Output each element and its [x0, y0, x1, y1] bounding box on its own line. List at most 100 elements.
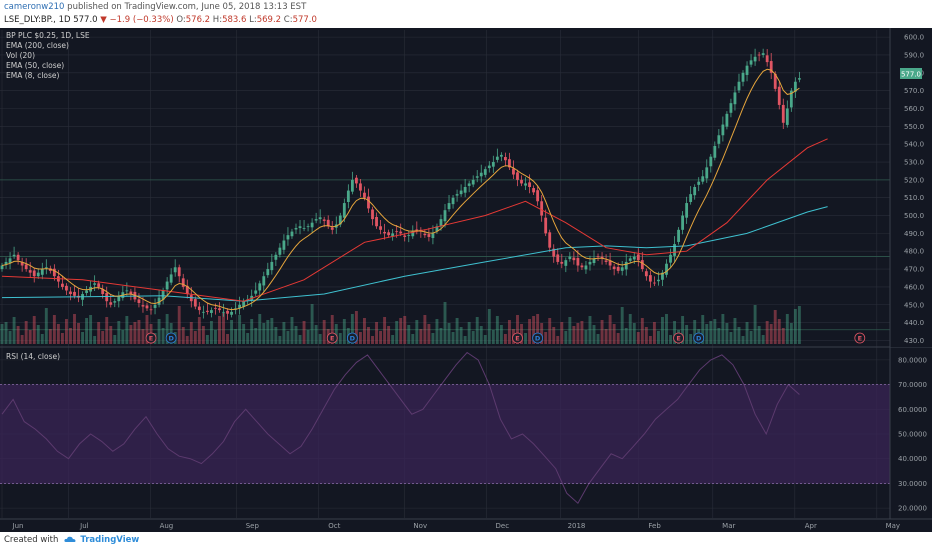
- legend-ema200[interactable]: EMA (200, close): [6, 41, 69, 50]
- volume-bar: [302, 321, 306, 344]
- candle-body: [701, 176, 705, 182]
- volume-bar: [532, 316, 536, 344]
- volume-bar: [338, 333, 342, 344]
- volume-bar: [266, 320, 270, 344]
- candle-body: [705, 167, 709, 179]
- legend-instrument[interactable]: BP PLC $0.25, 1D, LSE: [6, 31, 90, 40]
- volume-bar: [439, 328, 443, 344]
- earnings-marker: [326, 332, 338, 344]
- tradingview-link[interactable]: TradingView: [80, 535, 140, 545]
- volume-bar: [789, 323, 793, 344]
- time-tick-label: Aug: [160, 522, 174, 530]
- event-label: E: [149, 334, 153, 342]
- candle-body: [516, 172, 519, 180]
- candle-body: [326, 219, 330, 227]
- rsi-tick-label: 40.0000: [898, 455, 927, 463]
- volume-bar: [681, 316, 685, 344]
- candle-body: [8, 258, 12, 264]
- candle-body: [677, 229, 680, 242]
- volume-bar: [358, 332, 362, 344]
- candle-body: [528, 182, 531, 187]
- dividend-marker: [346, 332, 358, 344]
- candle-body: [105, 292, 109, 302]
- symbol[interactable]: LSE_DLY:BP., 1D: [4, 15, 71, 25]
- volume-bar: [693, 320, 697, 344]
- footer: Created with TradingView: [0, 532, 932, 550]
- volume-bar: [757, 326, 761, 344]
- volume-bar: [133, 322, 137, 344]
- candle-body: [201, 311, 205, 313]
- candle-body: [455, 194, 459, 196]
- volume-bar: [330, 315, 334, 344]
- chart-canvas[interactable]: E D E D E D E D E 430.0 440.0 450.0 460.0 470.0 480.0…: [0, 28, 932, 532]
- volume-bar: [105, 317, 109, 344]
- candle-body: [226, 310, 229, 314]
- candle-body: [524, 183, 527, 186]
- candle-body: [346, 190, 350, 202]
- volume-bar: [572, 326, 576, 344]
- time-axis[interactable]: JunJulAugSepOctNovDec2018FebMarAprMayJun…: [0, 518, 932, 532]
- tradingview-cloud-icon: [64, 536, 76, 542]
- candle-body: [781, 104, 785, 123]
- volume-bar: [64, 319, 68, 344]
- legend-volume[interactable]: Vol (20): [6, 51, 35, 60]
- author-link[interactable]: cameronw210: [4, 2, 65, 12]
- candle-body: [4, 261, 8, 265]
- candle-body: [681, 215, 685, 230]
- volume-bar: [286, 331, 290, 344]
- volume-bar: [363, 318, 366, 344]
- volume-bar: [568, 317, 572, 344]
- horizontal-levels: [0, 179, 890, 331]
- candle-body: [185, 285, 189, 295]
- candle-body: [97, 283, 101, 287]
- volume-bar: [270, 318, 274, 344]
- candle-body: [733, 92, 737, 105]
- candle-body: [580, 265, 584, 268]
- candle-body: [644, 271, 648, 277]
- volume-bar: [733, 318, 737, 344]
- candle-body: [765, 55, 769, 63]
- candle-body: [628, 258, 632, 261]
- event-label: E: [858, 334, 862, 342]
- volume-bar: [781, 328, 785, 344]
- rsi-axis[interactable]: 20.0000 30.0000 40.0000 50.0000 60.0000 70.00…: [891, 348, 932, 520]
- candle-body: [479, 172, 483, 177]
- volume-bar: [16, 326, 20, 344]
- candle-body: [113, 301, 117, 303]
- legend-rsi[interactable]: RSI (14, close): [6, 352, 60, 361]
- created-with: Created with TradingView: [4, 535, 139, 545]
- volume-bar: [310, 304, 314, 344]
- candle-body: [391, 233, 395, 237]
- volume-bar: [785, 314, 789, 344]
- volume-bar: [32, 316, 36, 344]
- candle-body: [415, 229, 419, 231]
- rsi-tick-label: 20.0000: [898, 505, 927, 513]
- legend-ema50[interactable]: EMA (50, close): [6, 61, 64, 70]
- volume-bar: [201, 326, 205, 344]
- candle-body: [789, 90, 793, 108]
- volume-bar: [209, 321, 213, 344]
- event-label: D: [350, 334, 356, 342]
- legend-ema8[interactable]: EMA (8, close): [6, 71, 60, 80]
- candle-body: [85, 290, 88, 293]
- volume-bar: [709, 321, 713, 344]
- volume-bar: [689, 334, 693, 344]
- volume-bar: [620, 307, 624, 344]
- time-tick-label: 2018: [568, 522, 586, 530]
- candle-body: [403, 235, 407, 237]
- candle-body: [665, 263, 668, 275]
- candle-body: [697, 181, 701, 185]
- candle-body: [278, 247, 282, 255]
- price-tick-label: 470.0: [904, 266, 924, 274]
- volume-bar: [548, 318, 552, 344]
- candle-body: [604, 260, 608, 262]
- dividend-marker: [532, 332, 544, 344]
- volume-bar: [141, 329, 145, 344]
- volume-bar: [290, 317, 294, 344]
- price-axis[interactable]: 430.0 440.0 450.0 460.0 470.0 480.0 490.0 500.0…: [889, 28, 932, 532]
- candle-body: [560, 261, 564, 264]
- rsi-tick-label: 80.0000: [898, 356, 927, 364]
- volume-bar: [455, 318, 459, 344]
- candle-body: [584, 265, 588, 270]
